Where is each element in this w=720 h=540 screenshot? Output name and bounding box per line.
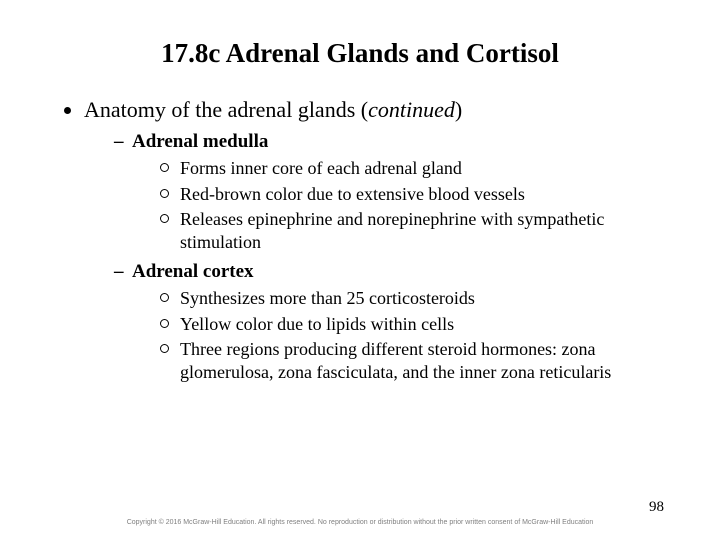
bullet-list-level3: Forms inner core of each adrenal gland R…	[132, 157, 660, 253]
list-item: Red-brown color due to extensive blood v…	[160, 183, 660, 206]
bullet-list-level1: Anatomy of the adrenal glands (continued…	[60, 97, 660, 383]
list-item: Three regions producing different steroi…	[160, 338, 660, 383]
copyright-text: Copyright © 2016 McGraw-Hill Education. …	[0, 519, 720, 526]
main-bullet-suffix: )	[455, 97, 462, 122]
main-bullet-italic: continued	[368, 97, 455, 122]
main-bullet-prefix: Anatomy of the adrenal glands (	[84, 97, 368, 122]
section-heading: Adrenal medulla	[132, 131, 268, 152]
list-item: Yellow color due to lipids within cells	[160, 313, 660, 336]
page-number: 98	[649, 499, 664, 516]
bullet-list-level3: Synthesizes more than 25 corticosteroids…	[132, 287, 660, 383]
section-medulla: Adrenal medulla Forms inner core of each…	[114, 131, 660, 253]
slide-container: 17.8c Adrenal Glands and Cortisol Anatom…	[0, 0, 720, 540]
list-item: Synthesizes more than 25 corticosteroids	[160, 287, 660, 310]
list-item: Releases epinephrine and norepinephrine …	[160, 208, 660, 253]
list-item: Forms inner core of each adrenal gland	[160, 157, 660, 180]
main-bullet: Anatomy of the adrenal glands (continued…	[84, 97, 660, 383]
bullet-list-level2: Adrenal medulla Forms inner core of each…	[84, 131, 660, 383]
section-cortex: Adrenal cortex Synthesizes more than 25 …	[114, 261, 660, 383]
section-heading: Adrenal cortex	[132, 261, 254, 282]
slide-title: 17.8c Adrenal Glands and Cortisol	[60, 38, 660, 69]
